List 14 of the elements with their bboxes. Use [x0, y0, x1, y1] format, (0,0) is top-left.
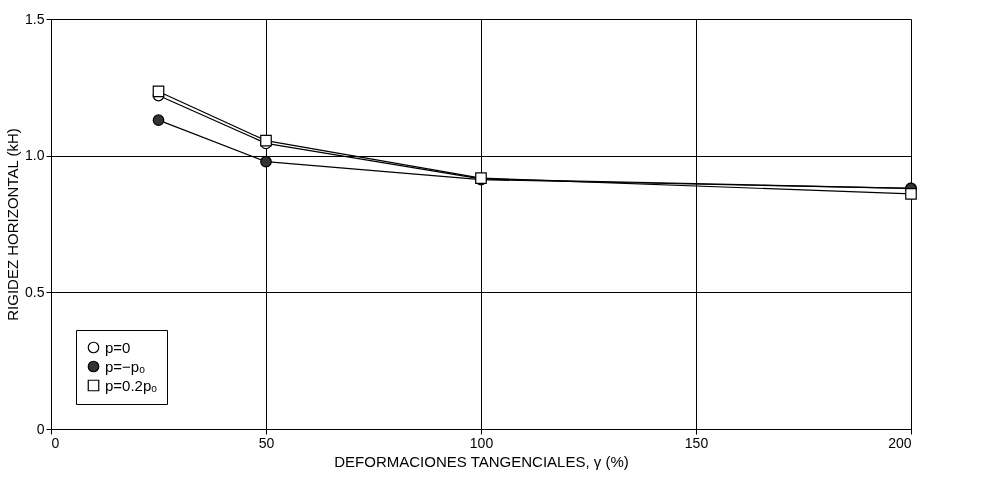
y-tick-label: 0 — [36, 420, 45, 437]
y-tick-label: 0.5 — [25, 283, 45, 300]
x-tick-label: 150 — [684, 434, 709, 451]
legend-label: p=−pₒ — [105, 357, 146, 375]
x-tick-label: 100 — [469, 434, 494, 451]
y-axis-title: RIGIDEZ HORIZONTAL (kH) — [4, 128, 22, 321]
x-axis-title: DEFORMACIONES TANGENCIALES, γ (%) — [334, 452, 629, 470]
y-tick-label: 1.0 — [25, 147, 45, 164]
x-tick-label: 50 — [258, 434, 275, 451]
x-tick-label: 200 — [888, 434, 912, 451]
legend-label: p=0.2pₒ — [105, 376, 158, 394]
legend-label: p=0 — [105, 338, 131, 356]
y-tick-label: 1.5 — [25, 10, 45, 27]
x-tick-label: 0 — [51, 434, 60, 451]
